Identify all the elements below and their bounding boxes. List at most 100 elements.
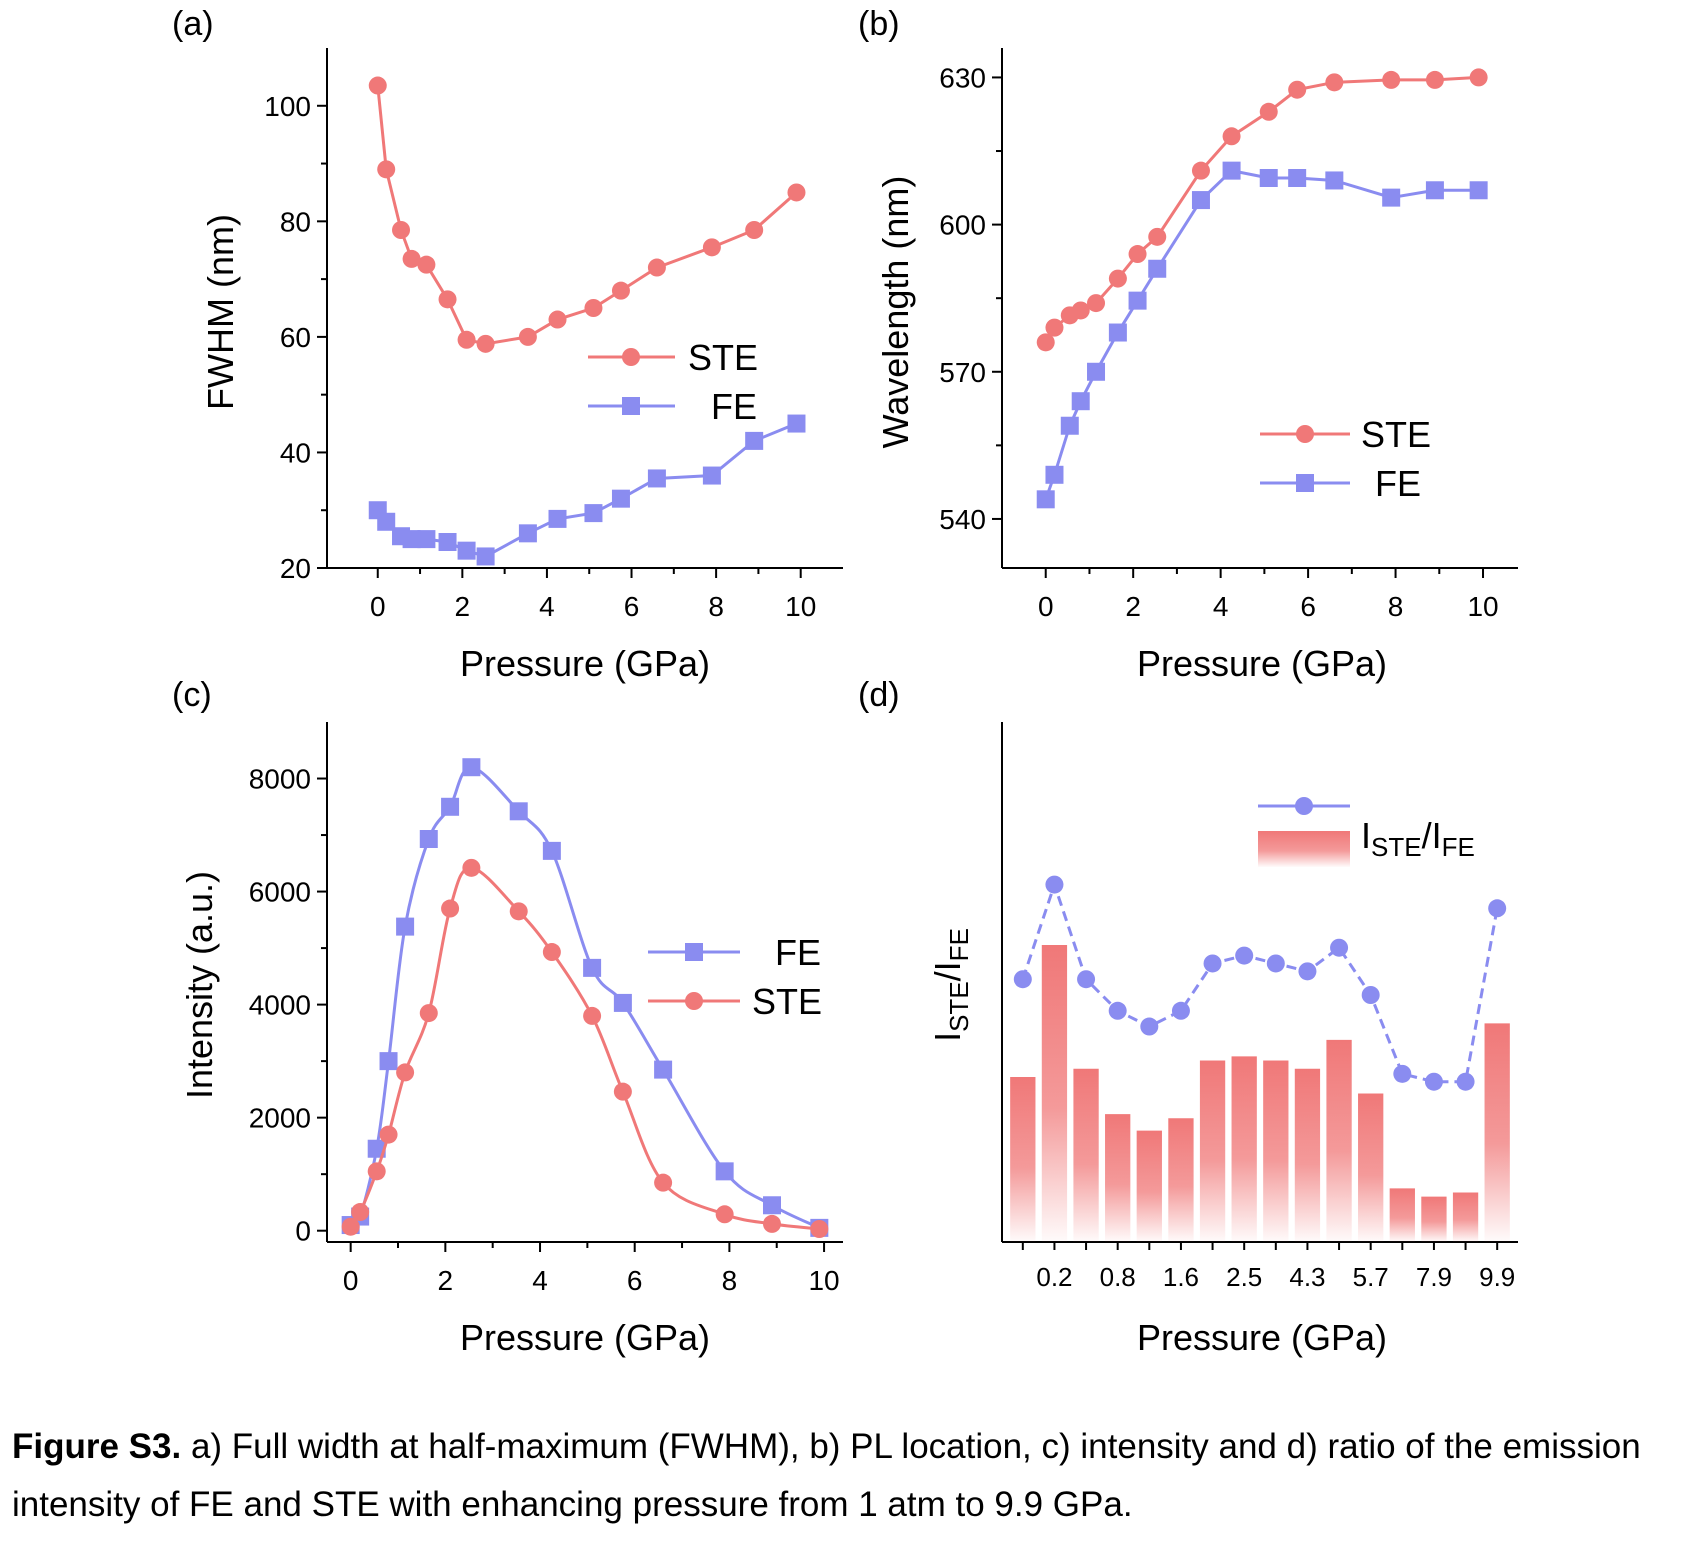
panel-d-plot: 0.2 0.8 1.6 2.5 4.3 5.7 7.9 9.9 [1001, 722, 1518, 1292]
panel-c-letter: (c) [172, 676, 212, 714]
legend-fe-marker [1296, 474, 1314, 492]
data-point-ste [1087, 294, 1106, 313]
data-point-fe [457, 541, 476, 560]
series-line-fe [1044, 169, 1479, 500]
data-point-ste [584, 299, 603, 317]
ylabel-sub-fe: FE [944, 928, 974, 961]
data-point-ste [810, 1220, 829, 1238]
data-point-fe [542, 841, 561, 860]
ratio-line [1021, 879, 1499, 1084]
panel-b-ylabel: Wavelength (nm) [875, 176, 916, 449]
panel-d-ylabel: ISTE/IFE [927, 928, 974, 1042]
ratio-point [1361, 986, 1380, 1004]
ratio-point [1266, 954, 1285, 973]
legend-label-sub-ste: STE [1371, 832, 1422, 862]
panel-b-plot: 0 2 4 6 8 10 540 570 600 630 [939, 48, 1518, 622]
data-point-fe [441, 797, 460, 816]
ratio-point [1077, 970, 1096, 989]
ratio-point [1488, 899, 1507, 918]
ratio-point [1013, 970, 1032, 989]
ratio-bar [1326, 1039, 1352, 1242]
data-point-ste [1222, 127, 1241, 146]
data-point-fe [1036, 490, 1055, 509]
ylabel-slash: /I [927, 961, 968, 981]
x-tick-label: 0.8 [1100, 1262, 1136, 1292]
data-point-fe [548, 509, 567, 528]
panel-d-xlabel: Pressure (GPa) [1137, 1317, 1387, 1358]
ratio-point [1045, 875, 1064, 894]
ratio-point [1298, 962, 1317, 981]
figure-caption: Figure S3. a) Full width at half-maximum… [12, 1418, 1682, 1534]
legend-fe-label: FE [711, 386, 757, 427]
x-tick-label: 2 [455, 591, 471, 622]
x-tick-label: 8 [722, 1265, 738, 1296]
x-tick-label: 8 [708, 591, 724, 622]
series-line-ste [349, 866, 820, 1231]
data-point-ste [509, 902, 528, 921]
data-point-ste [654, 1173, 673, 1192]
data-point-fe [745, 431, 764, 450]
panel-a-ylabel: FWHM (nm) [200, 214, 241, 410]
ratio-bar [1358, 1093, 1384, 1242]
data-point-ste [441, 899, 460, 918]
y-tick-label: 0 [295, 1216, 311, 1247]
series-line-ste [376, 85, 798, 346]
legend-ste-label: STE [752, 981, 822, 1022]
x-tick-label: 2 [1125, 591, 1141, 622]
panel-b-legend: STE FE [1260, 414, 1431, 504]
y-tick-label: 2000 [249, 1103, 311, 1134]
data-point-ste [611, 281, 630, 300]
data-point-ste [518, 327, 537, 346]
legend-ratio-label: ISTE/IFE [1361, 815, 1475, 862]
legend-ste-marker [1296, 425, 1314, 443]
panel-a-fwhm-chart: (a) 0 2 4 6 8 10 20 40 60 80 100 Pressure (GPa) FW… [172, 5, 843, 684]
ylabel-main: I [927, 1032, 968, 1042]
legend-fe-marker [685, 943, 703, 961]
data-point-ste [1108, 269, 1127, 288]
ratio-point [1171, 1001, 1190, 1020]
data-point-fe [1469, 181, 1488, 200]
data-point-fe [1108, 323, 1127, 342]
data-point-fe [583, 958, 602, 977]
y-tick-label: 60 [280, 322, 311, 353]
x-tick-label: 4 [532, 1265, 548, 1296]
legend-fe-label: FE [1375, 463, 1421, 504]
data-point-fe [613, 993, 632, 1012]
panel-d-letter: (d) [858, 676, 900, 714]
data-point-fe [462, 758, 481, 777]
panel-d-legend: ISTE/IFE [1258, 797, 1475, 867]
data-point-ste [1071, 301, 1090, 320]
data-point-fe [518, 524, 537, 543]
data-point-fe [419, 830, 438, 848]
data-point-ste [462, 858, 481, 877]
x-tick-label: 2.5 [1226, 1262, 1262, 1292]
ratio-bar [1231, 1056, 1257, 1242]
series-line-fe [349, 765, 820, 1230]
data-point-ste [1045, 318, 1064, 337]
x-tick-label: 6 [624, 591, 640, 622]
data-point-fe [1382, 188, 1401, 207]
data-point-fe [715, 1162, 734, 1181]
data-point-ste [613, 1082, 632, 1101]
x-tick-label: 4.3 [1289, 1262, 1325, 1292]
x-tick-label: 6 [1300, 591, 1316, 622]
data-point-ste [542, 943, 561, 962]
panel-c-plot: 0 2 4 6 8 10 0 2000 4000 6000 8000 [249, 722, 843, 1296]
data-point-ste [1425, 70, 1444, 89]
y-tick-label: 80 [280, 206, 311, 237]
panel-a-letter: (a) [172, 5, 214, 43]
data-point-fe [1288, 169, 1307, 187]
y-tick-label: 600 [939, 210, 986, 241]
ratio-bar [1294, 1068, 1321, 1242]
ratio-point [1456, 1072, 1475, 1091]
data-point-ste [341, 1217, 360, 1236]
y-tick-label: 100 [264, 91, 311, 122]
data-point-fe [1325, 171, 1344, 190]
caption-text: a) Full width at half-maximum (FWHM), b)… [12, 1427, 1641, 1524]
panel-a-legend: STE FE [588, 337, 758, 427]
x-tick-label: 10 [808, 1265, 839, 1296]
data-point-ste [1036, 333, 1055, 352]
data-point-ste [379, 1125, 398, 1144]
data-point-ste [419, 1004, 438, 1023]
ratio-point [1108, 1001, 1127, 1020]
